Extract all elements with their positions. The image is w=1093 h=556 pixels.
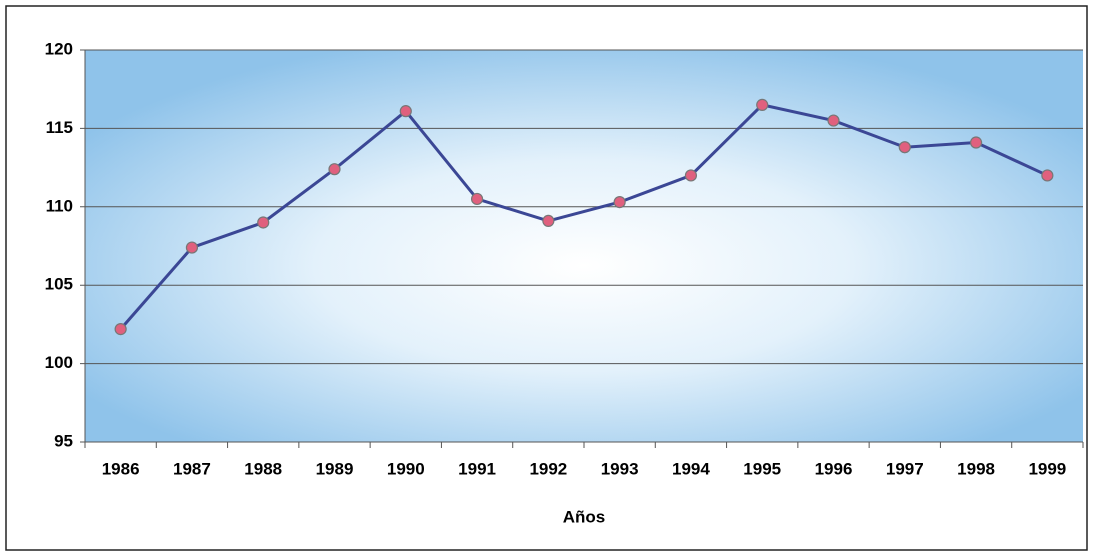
x-tick-label: 1999 [1028, 459, 1066, 478]
data-point [328, 163, 341, 176]
y-tick-label: 95 [54, 431, 73, 450]
y-tick-label: 105 [45, 275, 73, 294]
x-tick-label: 1995 [743, 459, 781, 478]
data-point [185, 241, 199, 254]
data-point [969, 136, 983, 149]
x-axis-title: Años [563, 507, 606, 526]
data-point [756, 98, 769, 111]
x-tick-label: 1989 [316, 459, 354, 478]
x-tick-label: 1992 [529, 459, 567, 478]
x-tick-label: 1988 [244, 459, 282, 478]
data-point [827, 114, 840, 127]
data-point [114, 323, 127, 336]
data-point [613, 195, 626, 209]
data-point [257, 216, 270, 229]
x-tick-label: 1993 [601, 459, 639, 478]
y-tick-label: 115 [46, 118, 73, 137]
x-tick-label: 1998 [957, 459, 995, 478]
data-point [898, 141, 911, 154]
y-tick-label: 110 [46, 196, 73, 215]
y-tick-label: 100 [45, 353, 73, 372]
x-tick-label: 1986 [102, 459, 140, 478]
data-point [399, 105, 412, 118]
x-tick-label: 1990 [387, 459, 425, 478]
data-point [470, 192, 484, 206]
x-tick-label: 1987 [173, 459, 211, 478]
x-tick-label: 1996 [815, 459, 853, 478]
data-point [1041, 169, 1054, 182]
data-line [119, 103, 1048, 331]
x-tick-label: 1997 [886, 459, 924, 478]
x-tick-label: 1991 [458, 459, 496, 478]
data-point [684, 169, 698, 182]
x-tick-label: 1994 [672, 459, 710, 478]
plot-area [85, 50, 1083, 442]
y-tick-label: 120 [45, 39, 73, 58]
data-point [542, 214, 555, 228]
